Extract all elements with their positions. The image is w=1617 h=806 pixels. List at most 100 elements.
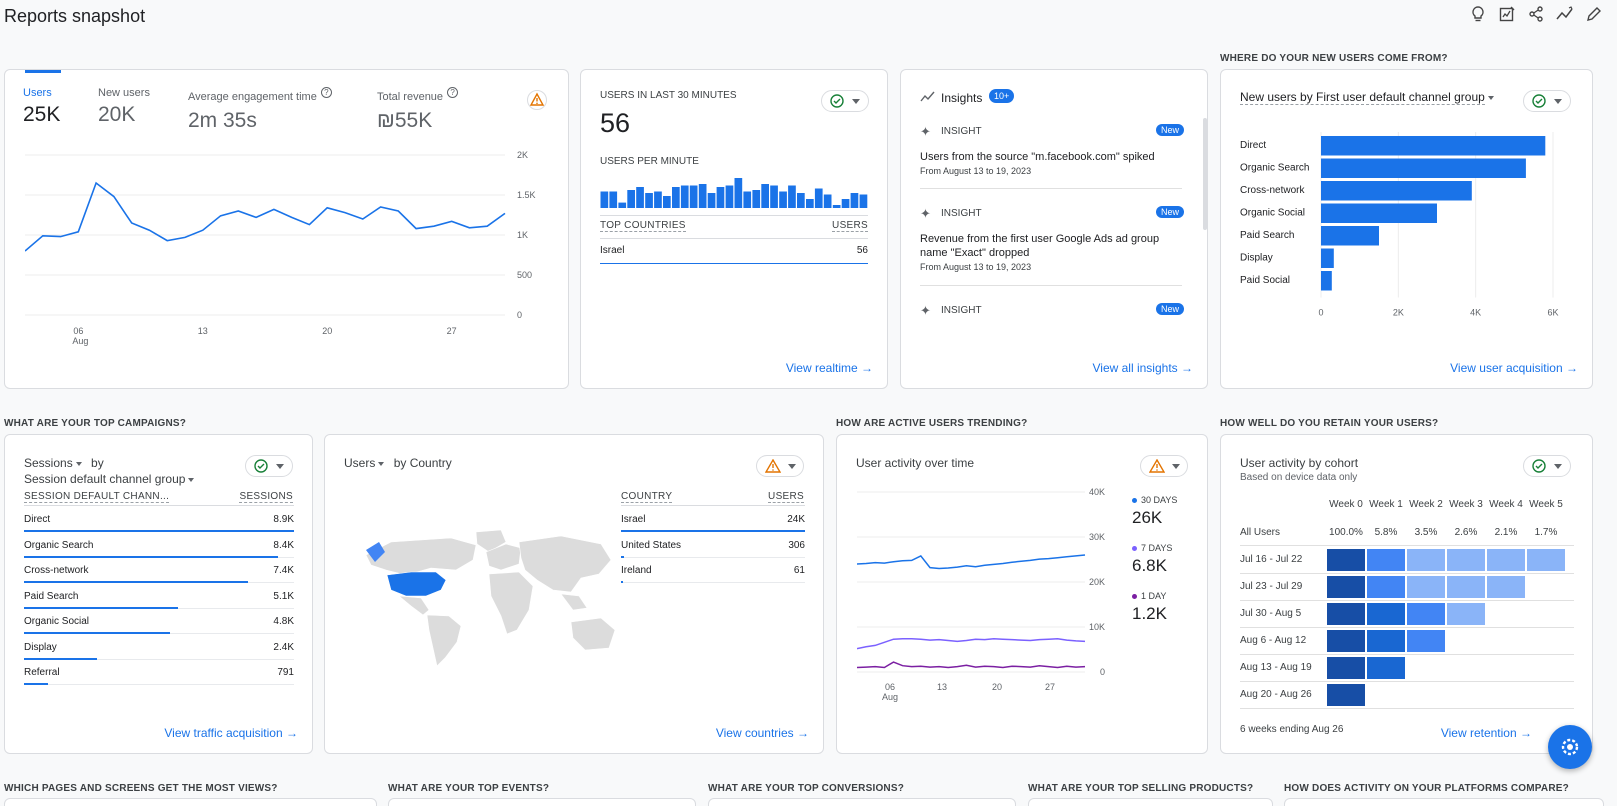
campaigns-dimension-dropdown[interactable]: Session default channel group xyxy=(24,472,195,486)
cohort-cell[interactable] xyxy=(1407,576,1445,598)
table-row-label[interactable]: Israel xyxy=(621,514,646,525)
insights-scrollbar[interactable] xyxy=(1203,118,1207,230)
legend-label: 1 DAY xyxy=(1141,591,1167,601)
cohort-cell[interactable] xyxy=(1327,603,1365,625)
cohort-cell[interactable] xyxy=(1367,657,1405,679)
view-countries-link[interactable]: View countries → xyxy=(715,726,809,740)
customize-report-icon[interactable] xyxy=(1497,4,1516,24)
week-header: Week 2 xyxy=(1409,499,1443,510)
insight-date: From August 13 to 19, 2023 xyxy=(920,262,1032,272)
help-icon[interactable]: ? xyxy=(447,87,459,98)
metric-tab-1[interactable]: New users 20K xyxy=(98,87,150,127)
users-series-line xyxy=(25,181,506,252)
bottom-section-card xyxy=(1028,798,1273,806)
legend-item: 7 DAYS 6.8K xyxy=(1132,543,1172,576)
view-traffic-acquisition-link[interactable]: View traffic acquisition → xyxy=(164,726,298,740)
acquisition-title[interactable]: New users by First user default channel … xyxy=(1240,90,1494,105)
table-row-bar xyxy=(24,657,97,660)
cohort-cell[interactable] xyxy=(1487,549,1525,571)
y-tick-label: 1.5K xyxy=(517,190,536,200)
per-minute-bar xyxy=(850,193,859,208)
metric-tab-0[interactable]: Users 25K xyxy=(23,87,60,127)
cohort-label: Jul 30 - Aug 5 xyxy=(1240,608,1302,619)
x-tick-label: 13 xyxy=(198,326,208,336)
cohort-cell[interactable] xyxy=(1367,603,1405,625)
cohort-cell[interactable] xyxy=(1327,630,1365,652)
warning-icon[interactable] xyxy=(527,90,547,115)
cohort-cell[interactable] xyxy=(1367,549,1405,571)
x-tick-label: 6K xyxy=(1547,308,1558,318)
cohort-cell[interactable] xyxy=(1447,603,1485,625)
insight-tag: INSIGHT xyxy=(941,126,982,137)
cohort-cell[interactable] xyxy=(1407,603,1445,625)
table-row-label[interactable]: Organic Search xyxy=(24,539,94,551)
cohort-cell[interactable] xyxy=(1447,549,1485,571)
insight-tag: INSIGHT xyxy=(941,208,982,219)
view-all-insights-link[interactable]: View all insights → xyxy=(1092,361,1194,375)
cohort-cell[interactable] xyxy=(1327,657,1365,679)
legend-value: 26K xyxy=(1132,508,1163,527)
x-tick-label: 06 xyxy=(73,326,83,336)
cohort-cell[interactable] xyxy=(1327,549,1365,571)
table-row-label[interactable]: Cross-network xyxy=(24,565,89,576)
world-map[interactable] xyxy=(361,530,621,670)
trending-status-pill[interactable] xyxy=(1140,455,1188,477)
table-row-value: 24K xyxy=(787,514,805,525)
metric-label: Users xyxy=(23,87,52,99)
metric-tab-2[interactable]: Average engagement time? 2m 35s xyxy=(188,87,332,133)
retention-status-pill[interactable] xyxy=(1523,455,1571,477)
page-title: Reports snapshot xyxy=(4,6,146,26)
cohort-cell[interactable] xyxy=(1407,549,1445,571)
acquisition-section-label: WHERE DO YOUR NEW USERS COME FROM? xyxy=(1220,53,1448,64)
cohort-cell[interactable] xyxy=(1527,549,1565,571)
category-label: Organic Search xyxy=(1240,163,1309,174)
new-badge: New xyxy=(1155,303,1184,315)
country-status-pill[interactable] xyxy=(756,455,804,477)
campaigns-col2-header: SESSIONS xyxy=(239,491,293,503)
share-icon[interactable] xyxy=(1526,4,1545,24)
table-row-label[interactable]: Display xyxy=(24,641,57,653)
y-tick-label: 40K xyxy=(1089,487,1105,497)
table-row-label[interactable]: Organic Social xyxy=(24,616,90,627)
cohort-cell[interactable] xyxy=(1327,576,1365,598)
view-user-acquisition-link[interactable]: View user acquisition → xyxy=(1450,361,1578,375)
trending-section-label: HOW ARE ACTIVE USERS TRENDING? xyxy=(836,418,1028,429)
week-header: Week 4 xyxy=(1489,499,1523,510)
per-minute-bar xyxy=(832,205,841,208)
table-row-label[interactable]: Direct xyxy=(24,514,51,525)
realtime-status-pill[interactable] xyxy=(821,90,869,112)
country-metric-dropdown[interactable]: Users xyxy=(344,456,385,470)
cohort-cell[interactable] xyxy=(1367,576,1405,598)
edit-icon[interactable] xyxy=(1584,4,1603,24)
insight-title[interactable]: Revenue from the first user Google Ads a… xyxy=(920,233,1160,259)
realtime-country-row[interactable]: Israel xyxy=(600,245,625,256)
insight-title[interactable]: Users from the source "m.facebook.com" s… xyxy=(920,151,1155,163)
metric-tab-3[interactable]: Total revenue? ₪55K xyxy=(377,87,459,133)
category-label: Cross-network xyxy=(1240,185,1305,196)
legend-value: 6.8K xyxy=(1132,556,1167,575)
cohort-cell[interactable] xyxy=(1367,630,1405,652)
assistant-fab[interactable] xyxy=(1548,725,1592,769)
cohort-cell[interactable] xyxy=(1327,684,1365,706)
legend-value: 1.2K xyxy=(1132,604,1167,623)
x-tick-label: 2K xyxy=(1393,308,1404,318)
compare-icon[interactable] xyxy=(1555,4,1574,24)
campaigns-status-pill[interactable] xyxy=(245,455,293,477)
acquisition-status-pill[interactable] xyxy=(1523,90,1571,112)
table-row-label[interactable]: Ireland xyxy=(621,565,652,576)
bottom-section-card xyxy=(1284,798,1604,806)
cohort-cell[interactable] xyxy=(1407,630,1445,652)
per-minute-bar xyxy=(770,185,778,208)
view-realtime-link[interactable]: View realtime → xyxy=(785,361,873,375)
cohort-cell[interactable] xyxy=(1447,576,1485,598)
campaigns-metric-dropdown[interactable]: Sessions xyxy=(24,456,82,470)
table-row-label[interactable]: Paid Search xyxy=(24,590,79,602)
view-retention-link[interactable]: View retention → xyxy=(1440,726,1532,740)
table-row-label[interactable]: Referral xyxy=(24,667,60,678)
x-tick-label: 06 xyxy=(885,682,895,692)
cohort-cell[interactable] xyxy=(1487,576,1525,598)
help-icon[interactable]: ? xyxy=(320,87,332,98)
table-row-label[interactable]: United States xyxy=(621,539,682,551)
insights-count-badge: 10+ xyxy=(989,89,1015,103)
insights-bulb-icon[interactable] xyxy=(1468,4,1487,24)
